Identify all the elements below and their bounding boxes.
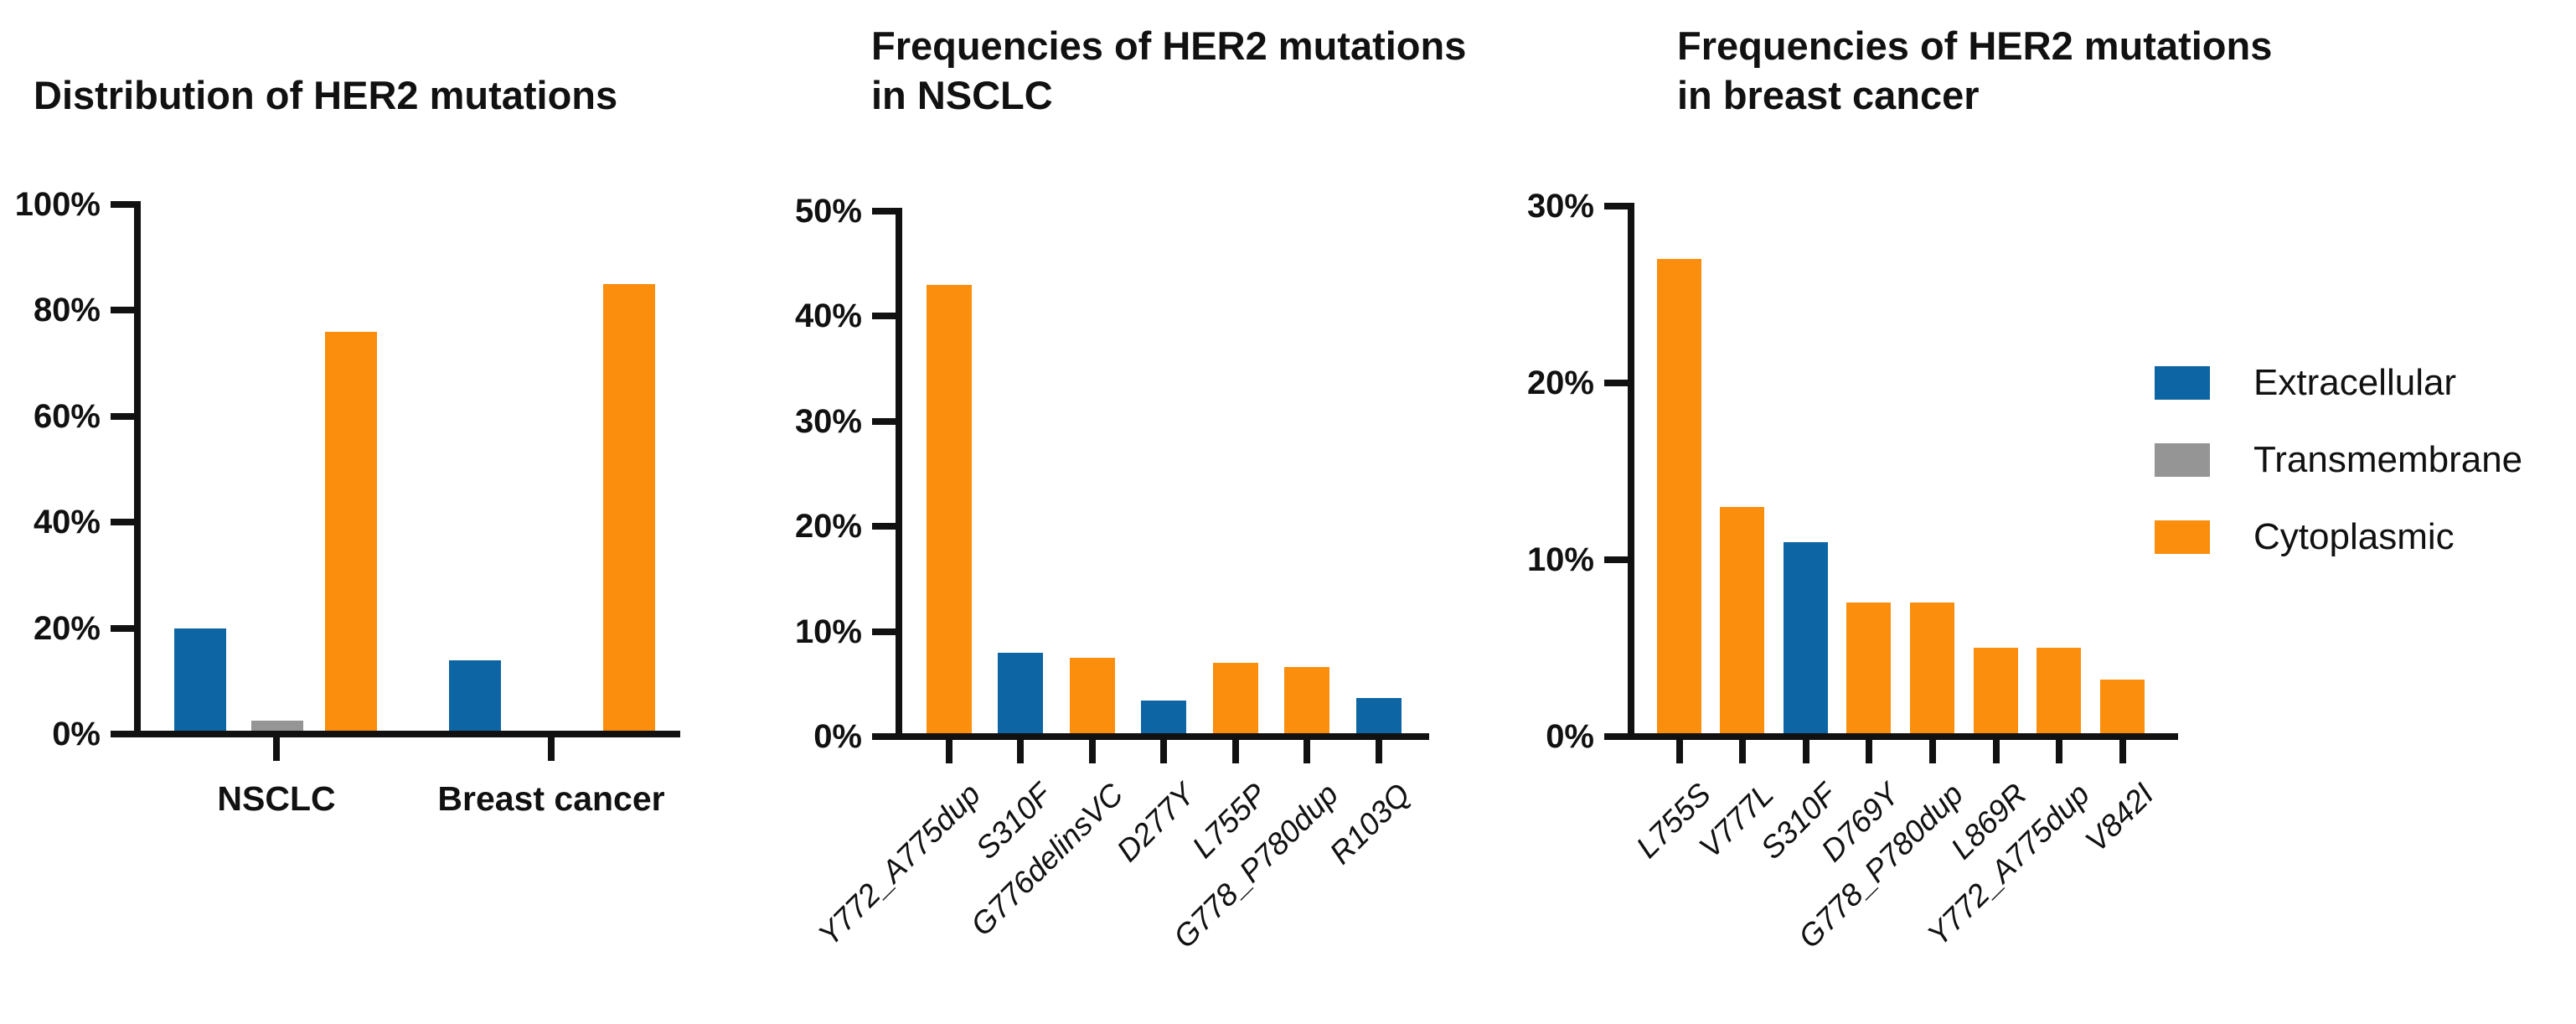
x-axis-tick [1738, 740, 1746, 763]
x-axis-tick [1675, 740, 1683, 763]
x-tick-label: Y772_A775dup [811, 777, 987, 953]
x-axis-tick [1992, 740, 2000, 763]
y-tick-label: 10% [794, 613, 862, 650]
bar-NSCLC [325, 332, 377, 734]
x-tick-label: V842I [2078, 777, 2160, 859]
y-axis-tick [111, 731, 134, 737]
bar-L755P [1213, 663, 1258, 737]
x-axis-tick [2119, 740, 2126, 763]
x-axis-tick [548, 737, 555, 761]
y-tick-label: 30% [794, 403, 862, 440]
y-axis-line [896, 208, 902, 740]
chart-title-line: Frequencies of HER2 mutations [871, 23, 1467, 68]
bar-D769Y [1846, 603, 1891, 737]
x-axis-tick [1802, 740, 1809, 763]
y-axis-line [1628, 203, 1634, 740]
y-tick-label: 20% [794, 508, 862, 545]
y-tick-label: 10% [1526, 541, 1594, 578]
legend-label-cytoplasmic: Cytoplasmic [2253, 516, 2455, 557]
y-tick-label: 20% [1526, 365, 1594, 401]
bar-S310F [1784, 542, 1828, 737]
extracellular-swatch-icon [2155, 366, 2210, 400]
bar-V842I [2100, 680, 2145, 737]
x-axis-tick [1232, 740, 1239, 763]
chart-title-line: Frequencies of HER2 mutations [1677, 23, 2273, 68]
chart-title-distribution: Distribution of HER2 mutations [34, 73, 618, 117]
x-axis-tick [1303, 740, 1310, 763]
x-axis-tick [273, 737, 280, 761]
bar-Breast cancer [449, 660, 501, 734]
chart-title-line: in NSCLC [871, 73, 1053, 117]
transmembrane-swatch-icon [2155, 443, 2210, 477]
y-axis-tick [872, 208, 896, 215]
y-axis-tick [1604, 203, 1628, 209]
y-axis-tick [1604, 733, 1628, 740]
x-axis-tick [1089, 740, 1096, 763]
y-tick-label: 0% [52, 716, 101, 752]
y-tick-label: 0% [813, 718, 862, 755]
bar-Breast cancer [603, 284, 655, 734]
x-category-label: Breast cancer [437, 779, 665, 818]
y-tick-label: 100% [14, 186, 101, 223]
bar-R103Q [1356, 698, 1402, 737]
x-tick-label: D277Y [1109, 777, 1201, 868]
y-axis-tick [872, 628, 896, 635]
cytoplasmic-swatch-icon [2155, 520, 2210, 554]
y-axis-tick [872, 313, 896, 319]
x-axis-tick [1017, 740, 1024, 763]
y-axis-tick [1604, 556, 1628, 563]
x-axis-line [134, 731, 680, 737]
x-axis-tick [2055, 740, 2062, 763]
x-category-label: NSCLC [217, 779, 336, 818]
y-tick-label: 20% [33, 610, 101, 647]
x-axis-tick [1865, 740, 1872, 763]
bar-G776delinsVC [1070, 658, 1115, 737]
y-axis-tick [1604, 380, 1628, 386]
y-axis-tick [872, 418, 896, 425]
x-axis-tick [946, 740, 952, 763]
bar-G778_P780dup [1284, 667, 1329, 737]
y-axis-tick [111, 307, 134, 313]
legend-label-transmembrane: Transmembrane [2253, 439, 2523, 480]
y-axis-tick [111, 625, 134, 632]
y-tick-label: 50% [794, 193, 862, 230]
y-tick-label: 80% [33, 292, 101, 328]
legend-label-extracellular: Extracellular [2253, 362, 2457, 403]
chart-title-breast: Frequencies of HER2 mutations in breast … [1677, 21, 2272, 120]
x-axis-tick [1160, 740, 1167, 763]
bar-D277Y [1141, 701, 1186, 737]
chart-title-nsclc: Frequencies of HER2 mutations in NSCLC [871, 21, 1466, 120]
bar-Y772_A775dup [927, 285, 972, 737]
x-axis-tick [1928, 740, 1936, 763]
y-axis-tick [111, 519, 134, 525]
y-tick-label: 40% [794, 297, 862, 334]
x-tick-label: R103Q [1323, 777, 1417, 871]
bar-L755S [1657, 259, 1701, 737]
bar-NSCLC [174, 628, 226, 734]
y-tick-label: 60% [33, 398, 101, 435]
y-axis-line [134, 201, 141, 737]
x-axis-tick [1376, 740, 1382, 763]
y-axis-tick [872, 523, 896, 530]
x-axis-line [896, 733, 1429, 740]
y-axis-tick [111, 201, 134, 208]
y-tick-label: 0% [1546, 718, 1594, 755]
chart-title-line: in breast cancer [1677, 73, 1980, 117]
bar-L869R [1974, 648, 2018, 737]
bar-S310F [998, 653, 1043, 737]
y-tick-label: 40% [33, 504, 101, 540]
y-axis-tick [111, 413, 134, 420]
y-tick-label: 30% [1526, 188, 1594, 225]
bar-Y772_A775dup [2037, 648, 2081, 737]
x-axis-line [1628, 733, 2178, 740]
bar-V777L [1720, 507, 1764, 737]
bar-G778_P780dup [1910, 603, 1954, 737]
y-axis-tick [872, 733, 896, 740]
